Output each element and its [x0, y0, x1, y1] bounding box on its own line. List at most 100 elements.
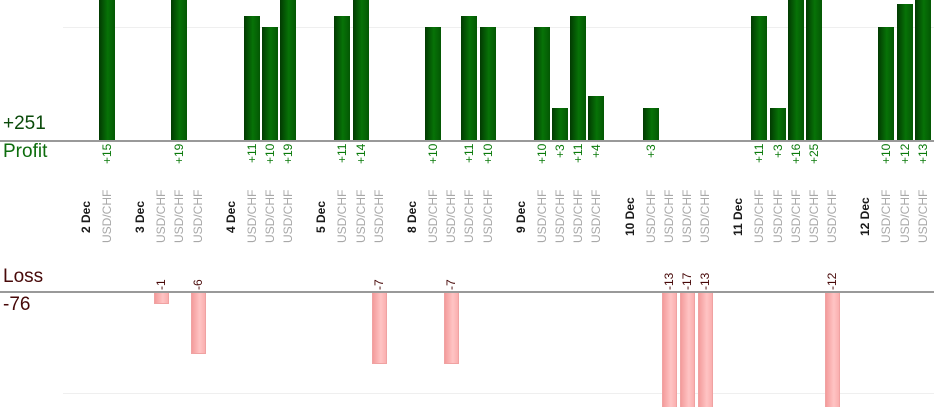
profit-bar — [243, 15, 260, 142]
profit-value-label: +13 — [915, 144, 930, 165]
symbol-label: USD/CHF — [244, 189, 259, 244]
symbol-label: USD/CHF — [190, 189, 205, 244]
profit-bar — [896, 4, 913, 142]
symbol-label: USD/CHF — [335, 189, 350, 244]
symbol-label: USD/CHF — [172, 189, 187, 244]
symbol-label: USD/CHF — [807, 189, 821, 244]
profit-bar — [334, 15, 351, 142]
profit-bar — [787, 0, 804, 142]
loss-bar — [698, 293, 714, 407]
loss-total-label: -76 — [3, 294, 31, 315]
date-label: 4 Dec — [223, 200, 238, 233]
profit-value-label: +14 — [353, 144, 368, 165]
date-label: 12 Dec — [858, 197, 873, 236]
profit-value-label: +15 — [100, 144, 114, 165]
profit-bar — [99, 0, 115, 142]
profit-bar — [461, 15, 478, 142]
loss-axis-label: Loss — [3, 266, 44, 287]
loss-bar — [825, 293, 841, 407]
profit-value-label: +11 — [752, 144, 767, 164]
loss-bar — [154, 293, 170, 304]
loss-gridline — [63, 393, 934, 394]
profit-value-label: +16 — [788, 144, 803, 165]
profit-bar — [262, 27, 278, 142]
symbol-label: USD/CHF — [825, 189, 840, 244]
symbol-label: USD/CHF — [154, 189, 169, 244]
profit-bar — [642, 107, 659, 142]
profit-bar — [552, 107, 568, 142]
symbol-label: USD/CHF — [462, 189, 477, 244]
loss-value-label: -13 — [661, 272, 676, 290]
symbol-label: USD/CHF — [643, 189, 658, 244]
symbol-label: USD/CHF — [444, 189, 459, 244]
symbol-label: USD/CHF — [788, 189, 803, 244]
loss-value-label: -17 — [680, 272, 694, 290]
profit-value-label: +12 — [897, 144, 912, 165]
date-label: 2 Dec — [79, 200, 93, 233]
symbol-label: USD/CHF — [281, 189, 296, 244]
profit-bar — [171, 0, 188, 142]
profit-value-label: +3 — [643, 144, 658, 158]
loss-bar — [444, 293, 460, 364]
profit-bar — [479, 27, 496, 142]
profit-gridline — [63, 27, 934, 28]
loss-baseline — [0, 291, 934, 293]
profit-value-label: +11 — [335, 144, 350, 164]
symbol-label: USD/CHF — [698, 189, 713, 244]
date-label: 10 Dec — [622, 197, 637, 236]
symbol-label: USD/CHF — [353, 189, 368, 244]
symbol-label: USD/CHF — [752, 189, 767, 244]
symbol-label: USD/CHF — [661, 189, 676, 244]
profit-value-label: +3 — [770, 144, 785, 158]
date-label: 8 Dec — [405, 200, 419, 233]
symbol-label: USD/CHF — [100, 189, 114, 244]
symbol-label: USD/CHF — [534, 189, 549, 244]
profit-value-label: +11 — [462, 144, 477, 164]
profit-bar — [751, 15, 768, 142]
symbol-label: USD/CHF — [426, 189, 440, 244]
loss-value-label: -13 — [698, 272, 713, 290]
profit-value-label: +10 — [480, 144, 495, 165]
profit-bar — [352, 0, 369, 142]
symbol-label: USD/CHF — [571, 189, 586, 244]
profit-axis-label: Profit — [3, 141, 48, 162]
symbol-label: USD/CHF — [915, 189, 930, 244]
profit-value-label: +25 — [807, 144, 821, 165]
symbol-label: USD/CHF — [770, 189, 785, 244]
symbol-label: USD/CHF — [263, 189, 277, 244]
profit-value-label: +11 — [571, 144, 586, 164]
date-label: 11 Dec — [731, 197, 746, 236]
symbol-label: USD/CHF — [897, 189, 912, 244]
profit-bar — [914, 0, 931, 142]
symbol-label: USD/CHF — [480, 189, 495, 244]
loss-value-label: -7 — [371, 279, 386, 290]
profit-value-label: +10 — [879, 144, 894, 165]
profit-value-label: +10 — [534, 144, 549, 165]
loss-value-label: -7 — [444, 279, 459, 290]
profit-value-label: +11 — [244, 144, 259, 164]
date-label: 9 Dec — [513, 200, 528, 233]
profit-bar — [280, 0, 297, 142]
date-label: 5 Dec — [314, 200, 329, 233]
profit-baseline — [0, 140, 934, 142]
loss-bar — [661, 293, 677, 407]
profit-bar — [570, 15, 587, 142]
symbol-label: USD/CHF — [589, 189, 604, 244]
loss-bars-area — [0, 293, 934, 407]
profit-bar — [425, 27, 441, 142]
loss-value-label: -12 — [825, 272, 840, 290]
profit-value-label: +19 — [281, 144, 296, 165]
profit-value-label: +10 — [426, 144, 440, 165]
loss-value-label: -1 — [154, 279, 169, 290]
profit-bar — [588, 96, 605, 142]
profit-bar — [769, 107, 786, 142]
loss-bar — [190, 293, 206, 354]
profit-value-label: +3 — [553, 144, 567, 158]
symbol-label: USD/CHF — [371, 189, 386, 244]
profit-value-label: +4 — [589, 144, 604, 158]
profit-bar — [533, 27, 550, 142]
symbol-label: USD/CHF — [680, 189, 694, 244]
loss-bar — [680, 293, 695, 407]
profit-bar — [878, 27, 895, 142]
